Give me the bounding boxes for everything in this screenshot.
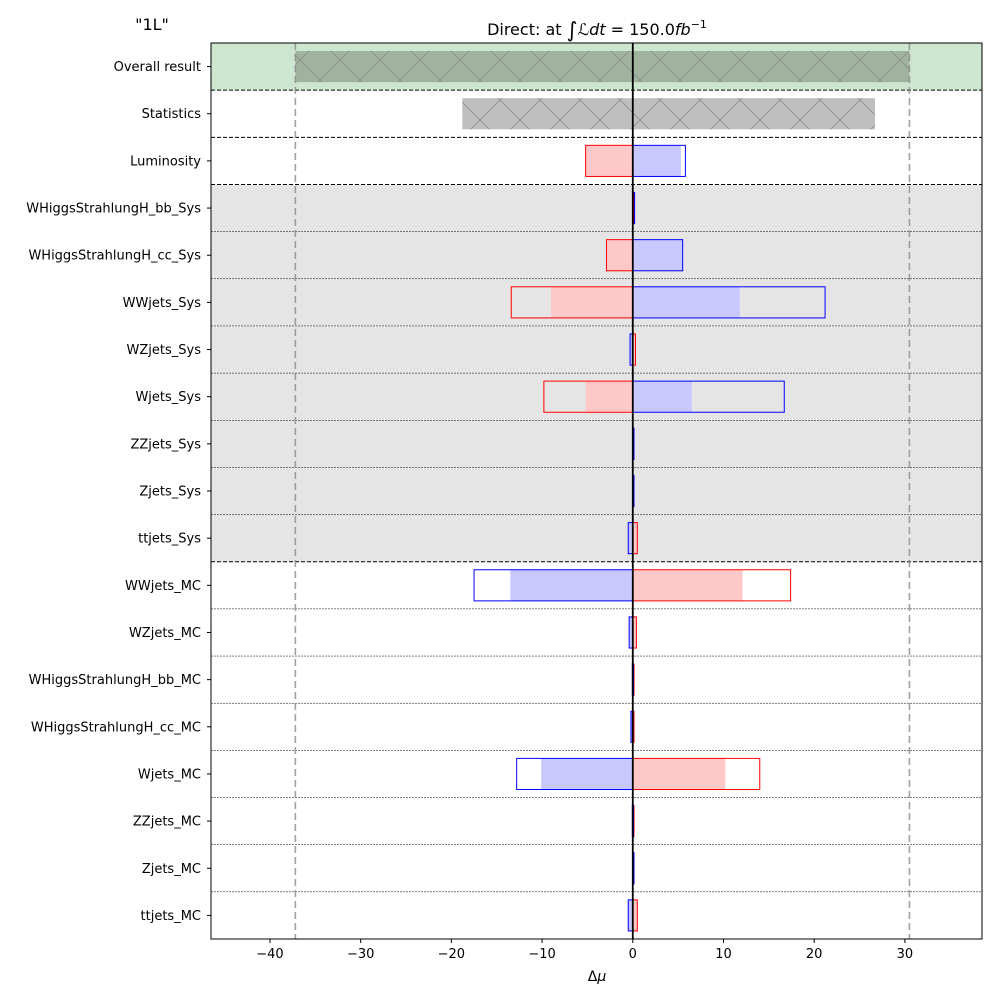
bar-inner-down-ttjets-sys bbox=[632, 522, 638, 554]
x-axis-label-mu: μ bbox=[596, 969, 606, 985]
y-label-whiggsstrahlungh-bb-mc: WHiggsStrahlungH_bb_MC bbox=[29, 673, 201, 688]
x-tick-label: −40 bbox=[256, 947, 283, 962]
x-tick-label: −20 bbox=[438, 947, 465, 962]
bar-inner-up-wjets-mc bbox=[541, 758, 633, 790]
y-label-ttjets-mc: ttjets_MC bbox=[141, 909, 201, 924]
bar-inner-down-wzjets-mc bbox=[632, 616, 637, 649]
y-label-zjets-mc: Zjets_MC bbox=[142, 862, 201, 877]
y-label-overall-result: Overall result bbox=[114, 60, 201, 75]
y-label-zzjets-sys: ZZjets_Sys bbox=[130, 437, 201, 452]
y-label-wzjets-sys: WZjets_Sys bbox=[127, 343, 202, 358]
plot-frame bbox=[210, 42, 983, 940]
y-label-zjets-sys: Zjets_Sys bbox=[139, 485, 201, 500]
bar-inner-up-wzjets-sys bbox=[630, 333, 633, 366]
y-label-whiggsstrahlungh-cc-sys: WHiggsStrahlungH_cc_Sys bbox=[28, 249, 201, 264]
y-label-luminosity: Luminosity bbox=[130, 154, 201, 169]
bar-inner-up-wwjets-sys bbox=[632, 286, 740, 318]
bar-inner-down-whiggsstrahlungh-cc-sys bbox=[606, 239, 633, 271]
axes-layer: Overall result Statistics Luminosity WHiggs… bbox=[26, 42, 983, 962]
bar-inner-up-wjets-sys bbox=[632, 381, 692, 413]
x-axis-label-delta: Δ bbox=[588, 969, 598, 985]
y-label-wwjets-mc: WWjets_MC bbox=[125, 579, 201, 594]
bar-inner-up-ttjets-sys bbox=[628, 522, 633, 554]
bar-inner-down-wjets-mc bbox=[632, 758, 726, 790]
bar-inner-up-wwjets-mc bbox=[510, 569, 633, 601]
title-exponent: −1 bbox=[691, 18, 707, 31]
y-label-wwjets-sys: WWjets_Sys bbox=[123, 296, 202, 311]
bar-inner-down-wwjets-sys bbox=[551, 286, 633, 318]
y-label-ttjets-sys: ttjets_Sys bbox=[138, 532, 201, 547]
bar-hatch-statistics bbox=[462, 98, 875, 130]
bar-inner-down-wzjets-sys bbox=[632, 333, 636, 366]
y-label-statistics: Statistics bbox=[142, 107, 202, 122]
y-label-whiggsstrahlungh-bb-sys: WHiggsStrahlungH_bb_Sys bbox=[26, 202, 201, 217]
x-tick-label: −10 bbox=[528, 947, 555, 962]
x-tick-label: 30 bbox=[897, 947, 914, 962]
y-label-wjets-mc: Wjets_MC bbox=[138, 767, 201, 782]
chart-title: Direct: at ∫ℒdt = 150.0fb−1 bbox=[487, 18, 707, 42]
x-tick-label: 20 bbox=[806, 947, 823, 962]
x-tick-label: −30 bbox=[347, 947, 374, 962]
bar-inner-down-ttjets-mc bbox=[632, 899, 638, 931]
title-equals: = 150.0 bbox=[606, 20, 675, 39]
title-fb: fb bbox=[675, 20, 691, 39]
bar-inner-up-wzjets-mc bbox=[629, 616, 633, 649]
x-axis-label: Δμ bbox=[588, 969, 607, 985]
x-tick-label: 0 bbox=[629, 947, 637, 962]
bar-inner-up-ttjets-mc bbox=[628, 899, 633, 931]
title-lumi-symbol: ℒ bbox=[578, 20, 590, 39]
y-label-wjets-sys: Wjets_Sys bbox=[135, 390, 201, 405]
title-dt: dt bbox=[589, 20, 606, 39]
x-tick-label: 10 bbox=[715, 947, 732, 962]
bar-inner-down-wwjets-mc bbox=[632, 569, 743, 601]
y-label-whiggsstrahlungh-cc-mc: WHiggsStrahlungH_cc_MC bbox=[31, 720, 201, 735]
bar-inner-down-wjets-sys bbox=[585, 381, 633, 413]
bar-inner-up-whiggsstrahlungh-cc-sys bbox=[632, 239, 683, 271]
bars-layer bbox=[295, 51, 910, 932]
bar-inner-up-whiggsstrahlungh-cc-mc bbox=[630, 711, 633, 743]
y-label-zzjets-mc: ZZjets_MC bbox=[133, 815, 201, 830]
title-integral: ∫ bbox=[567, 18, 578, 42]
lines-layer bbox=[211, 43, 982, 939]
bar-inner-down-luminosity bbox=[585, 145, 633, 177]
y-label-wzjets-mc: WZjets_MC bbox=[129, 626, 201, 641]
bar-inner-up-luminosity bbox=[632, 145, 681, 177]
bar-hatch-overall-result bbox=[295, 51, 910, 83]
corner-label: "1L" bbox=[135, 15, 169, 34]
title-text: Direct: at bbox=[487, 20, 567, 39]
